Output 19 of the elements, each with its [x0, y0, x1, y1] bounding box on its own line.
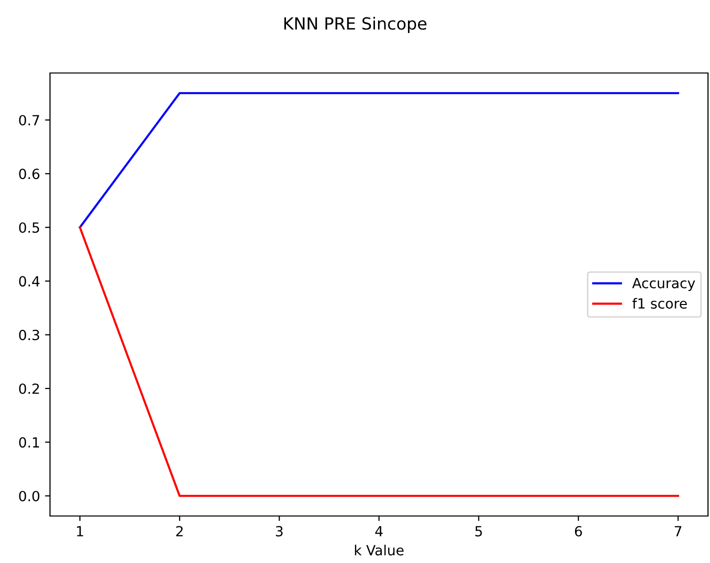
y-tick-label: 0.1	[19, 437, 39, 448]
y-tick-label: 0.7	[19, 114, 40, 126]
y-tick-label: 0.3	[19, 330, 40, 340]
x-tick-label: 1	[77, 526, 84, 536]
y-tick-label: 0.4	[19, 276, 40, 287]
y-tick-label: 0.0	[19, 490, 40, 502]
x-tick-label: 7	[674, 526, 682, 536]
y-tick-label: 0.2	[19, 383, 39, 394]
legend-label: f1 score	[632, 298, 687, 309]
x-axis-title: k Value	[354, 544, 404, 556]
x-tick-label: 2	[176, 526, 183, 536]
y-tick-label: 0.5	[19, 222, 40, 233]
x-tick-label: 3	[276, 526, 283, 536]
legend-label: Accuracy	[632, 278, 696, 292]
x-tick-label: 6	[574, 526, 582, 536]
x-tick-label: 5	[475, 526, 482, 536]
y-tick-label: 0.6	[19, 168, 40, 180]
x-tick-label: 4	[375, 526, 383, 536]
chart-title: KNN PRE Sincope	[284, 16, 426, 34]
